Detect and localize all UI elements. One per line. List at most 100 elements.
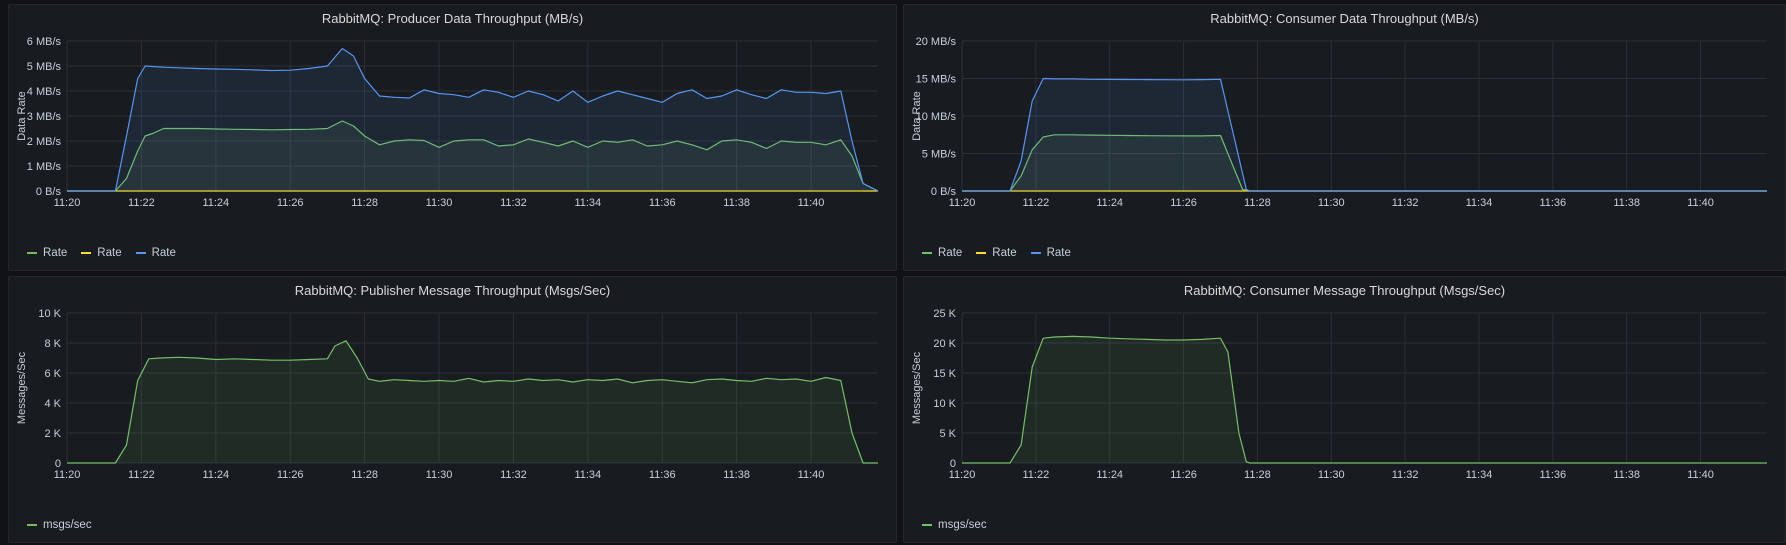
legend-label: Rate bbox=[992, 247, 1017, 259]
x-tick-label: 11:36 bbox=[649, 197, 676, 209]
series-line-2[interactable] bbox=[67, 47, 879, 192]
legend-item[interactable]: Rate bbox=[27, 247, 67, 259]
y-tick-label: 8 K bbox=[44, 338, 61, 350]
x-tick-label: 11:32 bbox=[1392, 197, 1419, 209]
y-axis-label: Messages/Sec bbox=[911, 351, 923, 424]
x-tick-label: 11:20 bbox=[949, 469, 976, 481]
producer-data-throughput-chart[interactable]: 0 B/s 1 MB/s 2 MB/s 3 MB/s 4 MB/s 5 MB/s 6 MB/… bbox=[9, 5, 897, 271]
chart-legend: Rate Rate Rate bbox=[27, 247, 176, 259]
y-tick-label: 25 K bbox=[933, 308, 956, 320]
x-tick-label: 11:34 bbox=[574, 469, 601, 481]
y-tick-label: 5 K bbox=[939, 428, 956, 440]
legend-item[interactable]: Rate bbox=[922, 247, 962, 259]
series-area bbox=[67, 48, 878, 191]
y-tick-label: 20 K bbox=[933, 338, 956, 350]
legend-swatch bbox=[27, 524, 37, 526]
legend-swatch bbox=[81, 252, 92, 254]
series-area bbox=[67, 340, 878, 463]
x-tick-label: 11:20 bbox=[54, 469, 81, 481]
x-tick-label: 11:38 bbox=[1613, 197, 1640, 209]
chart-legend: Rate Rate Rate bbox=[922, 247, 1071, 259]
publisher-message-throughput-panel: RabbitMQ: Publisher Message Throughput (… bbox=[8, 276, 897, 543]
y-tick-label: 10 K bbox=[38, 308, 61, 320]
x-tick-label: 11:40 bbox=[1687, 197, 1714, 209]
x-tick-label: 11:38 bbox=[723, 197, 750, 209]
series-line-0[interactable] bbox=[962, 335, 1767, 464]
x-tick-label: 11:24 bbox=[1096, 469, 1123, 481]
x-tick-label: 11:22 bbox=[1022, 469, 1049, 481]
y-tick-label: 0 B/s bbox=[931, 186, 957, 198]
y-tick-label: 10 MB/s bbox=[916, 111, 957, 123]
y-tick-label: 6 K bbox=[44, 368, 61, 380]
legend-item[interactable]: Rate bbox=[1030, 247, 1071, 259]
consumer-message-throughput-panel: RabbitMQ: Consumer Message Throughput (M… bbox=[903, 276, 1786, 543]
legend-item[interactable]: Rate bbox=[135, 247, 176, 259]
x-tick-label: 11:30 bbox=[1318, 197, 1345, 209]
x-tick-label: 11:36 bbox=[1539, 197, 1566, 209]
x-tick-label: 11:20 bbox=[54, 197, 81, 209]
y-tick-label: 4 MB/s bbox=[27, 86, 62, 98]
y-tick-label: 20 MB/s bbox=[916, 36, 957, 48]
x-tick-label: 11:30 bbox=[426, 197, 453, 209]
series-line-0[interactable] bbox=[962, 134, 1767, 192]
legend-swatch bbox=[135, 252, 146, 254]
legend-label: msgs/sec bbox=[938, 519, 987, 531]
y-tick-label: 3 MB/s bbox=[27, 111, 62, 123]
legend-label: msgs/sec bbox=[43, 519, 92, 531]
y-tick-label: 5 MB/s bbox=[922, 149, 957, 161]
y-tick-label: 0 B/s bbox=[36, 186, 62, 198]
x-tick-label: 11:28 bbox=[351, 469, 378, 481]
x-tick-label: 11:26 bbox=[277, 469, 304, 481]
series-line-0[interactable] bbox=[67, 120, 879, 192]
x-tick-label: 11:24 bbox=[202, 197, 229, 209]
legend-item[interactable]: Rate bbox=[81, 247, 122, 259]
x-tick-label: 11:34 bbox=[1466, 469, 1493, 481]
y-tick-label: 4 K bbox=[44, 398, 61, 410]
panel-title[interactable]: RabbitMQ: Producer Data Throughput (MB/s… bbox=[321, 11, 584, 26]
y-axis-label: Data Rate bbox=[911, 91, 923, 141]
x-tick-label: 11:38 bbox=[1613, 469, 1640, 481]
y-tick-label: 0 bbox=[950, 458, 956, 470]
x-tick-label: 11:34 bbox=[1466, 197, 1493, 209]
legend-swatch bbox=[922, 252, 932, 254]
x-tick-label: 11:28 bbox=[1244, 197, 1271, 209]
x-tick-label: 11:32 bbox=[500, 197, 527, 209]
series-area bbox=[67, 121, 878, 191]
legend-item[interactable]: msgs/sec bbox=[922, 519, 987, 531]
legend-label: Rate bbox=[97, 247, 122, 259]
legend-label: Rate bbox=[43, 247, 68, 259]
y-tick-label: 1 MB/s bbox=[27, 161, 62, 173]
y-tick-label: 0 bbox=[55, 458, 61, 470]
legend-label: Rate bbox=[151, 247, 176, 259]
legend-swatch bbox=[1030, 252, 1041, 254]
x-tick-label: 11:30 bbox=[426, 469, 453, 481]
panel-title[interactable]: RabbitMQ: Publisher Message Throughput (… bbox=[294, 283, 611, 298]
x-tick-label: 11:40 bbox=[798, 469, 825, 481]
x-tick-label: 11:36 bbox=[649, 469, 676, 481]
y-tick-label: 15 K bbox=[933, 368, 956, 380]
x-tick-label: 11:22 bbox=[128, 469, 155, 481]
producer-data-throughput-panel: RabbitMQ: Producer Data Throughput (MB/s… bbox=[8, 4, 897, 271]
panel-title[interactable]: RabbitMQ: Consumer Message Throughput (M… bbox=[1183, 283, 1506, 298]
y-tick-label: 2 MB/s bbox=[27, 136, 62, 148]
chart-legend: msgs/sec bbox=[922, 519, 987, 531]
y-tick-label: 5 MB/s bbox=[27, 61, 62, 73]
series-line-0[interactable] bbox=[67, 340, 878, 464]
x-tick-label: 11:26 bbox=[1170, 469, 1197, 481]
consumer-message-throughput-chart[interactable]: 0 5 K 10 K 15 K 20 K 25 K 11:20 11:22 11:24 11:26… bbox=[904, 277, 1786, 543]
chart-legend: msgs/sec bbox=[27, 519, 92, 531]
x-tick-label: 11:36 bbox=[1539, 469, 1566, 481]
legend-swatch bbox=[976, 252, 987, 254]
consumer-data-throughput-chart[interactable]: 0 B/s 5 MB/s 10 MB/s 15 MB/s 20 MB/s 11:20 11:… bbox=[904, 5, 1786, 271]
legend-label: Rate bbox=[938, 247, 963, 259]
legend-item[interactable]: msgs/sec bbox=[27, 519, 92, 531]
x-tick-label: 11:30 bbox=[1318, 469, 1345, 481]
x-tick-label: 11:32 bbox=[500, 469, 527, 481]
legend-item[interactable]: Rate bbox=[976, 247, 1017, 259]
publisher-message-throughput-chart[interactable]: 0 2 K 4 K 6 K 8 K 10 K 11:20 11:22 11:24 11:26 11:… bbox=[9, 277, 897, 543]
panel-title[interactable]: RabbitMQ: Consumer Data Throughput (MB/s… bbox=[1210, 11, 1479, 26]
series-line-2[interactable] bbox=[962, 77, 1767, 192]
x-tick-label: 11:32 bbox=[1392, 469, 1419, 481]
x-tick-label: 11:28 bbox=[351, 197, 378, 209]
y-tick-label: 10 K bbox=[933, 398, 956, 410]
